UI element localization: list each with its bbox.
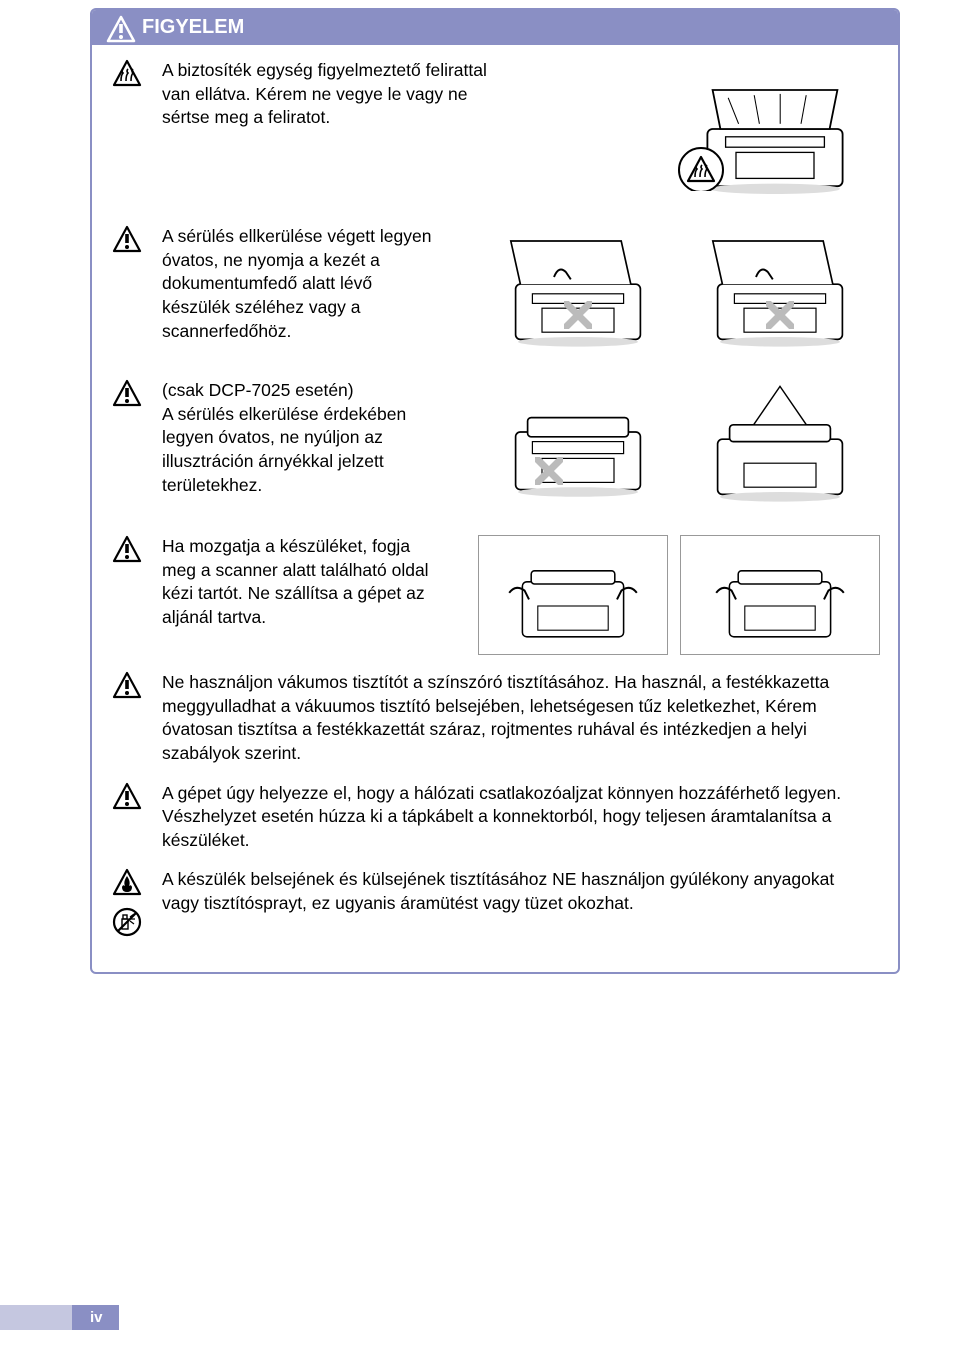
- section-text: (csak DCP-7025 esetén) A sérülés elkerül…: [162, 379, 442, 509]
- printer-illustration: [478, 535, 668, 655]
- header-title: FIGYELEM: [142, 16, 244, 38]
- caution-icon: [112, 379, 142, 412]
- warning-header: FIGYELEM: [92, 10, 898, 45]
- model-note: (csak DCP-7025 esetén): [162, 379, 434, 403]
- section-text: A biztosíték egység figyelmeztető felira…: [162, 59, 516, 199]
- warning-box: FIGYELEM A biztosíték egység figyelmezte…: [90, 8, 900, 974]
- caution-icon: [112, 225, 142, 258]
- page-number-text: iv: [90, 1309, 103, 1326]
- section-text: A sérülés ellkerülése végett legyen óvat…: [162, 225, 442, 353]
- section-text: Ha mozgatja a készüléket, fogja meg a sc…: [162, 535, 442, 655]
- section-vacuum: Ne használjon vákumos tisztítót a színsz…: [92, 655, 898, 766]
- section-fuse-label: A biztosíték egység figyelmeztető felira…: [92, 45, 898, 199]
- section-text: Ne használjon vákumos tisztítót a színsz…: [162, 671, 880, 766]
- section-text: A készülék belsejének és külsejének tisz…: [162, 868, 880, 942]
- printer-illustration: [680, 225, 880, 353]
- body-text: A sérülés elkerülése érdekében legyen óv…: [162, 403, 434, 498]
- section-edge-caution: A sérülés ellkerülése végett legyen óvat…: [92, 199, 898, 353]
- fire-icon: [112, 868, 142, 901]
- section-carry: Ha mozgatja a készüléket, fogja meg a sc…: [92, 509, 898, 655]
- printer-illustration: [488, 379, 668, 509]
- caution-icon: [112, 671, 142, 704]
- x-mark-icon: [766, 301, 794, 329]
- section-dcp7025: (csak DCP-7025 esetén) A sérülés elkerül…: [92, 353, 898, 509]
- heat-icon: [112, 59, 142, 92]
- caution-icon: [112, 535, 142, 568]
- warning-icon: [106, 15, 136, 49]
- page-number: iv: [0, 1305, 119, 1330]
- x-mark-icon: [535, 457, 563, 485]
- x-mark-icon: [564, 301, 592, 329]
- section-text: A gépet úgy helyezze el, hogy a hálózati…: [162, 782, 880, 853]
- section-outlet: A gépet úgy helyezze el, hogy a hálózati…: [92, 766, 898, 853]
- caution-icon: [112, 782, 142, 815]
- heat-triangle-overlay: [676, 145, 726, 191]
- no-spray-icon: [112, 907, 142, 942]
- printer-illustration: [680, 379, 880, 509]
- printer-illustration: [670, 59, 880, 199]
- printer-illustration: [680, 535, 880, 655]
- section-flammable: A készülék belsejének és külsejének tisz…: [92, 852, 898, 942]
- printer-illustration: [488, 225, 668, 353]
